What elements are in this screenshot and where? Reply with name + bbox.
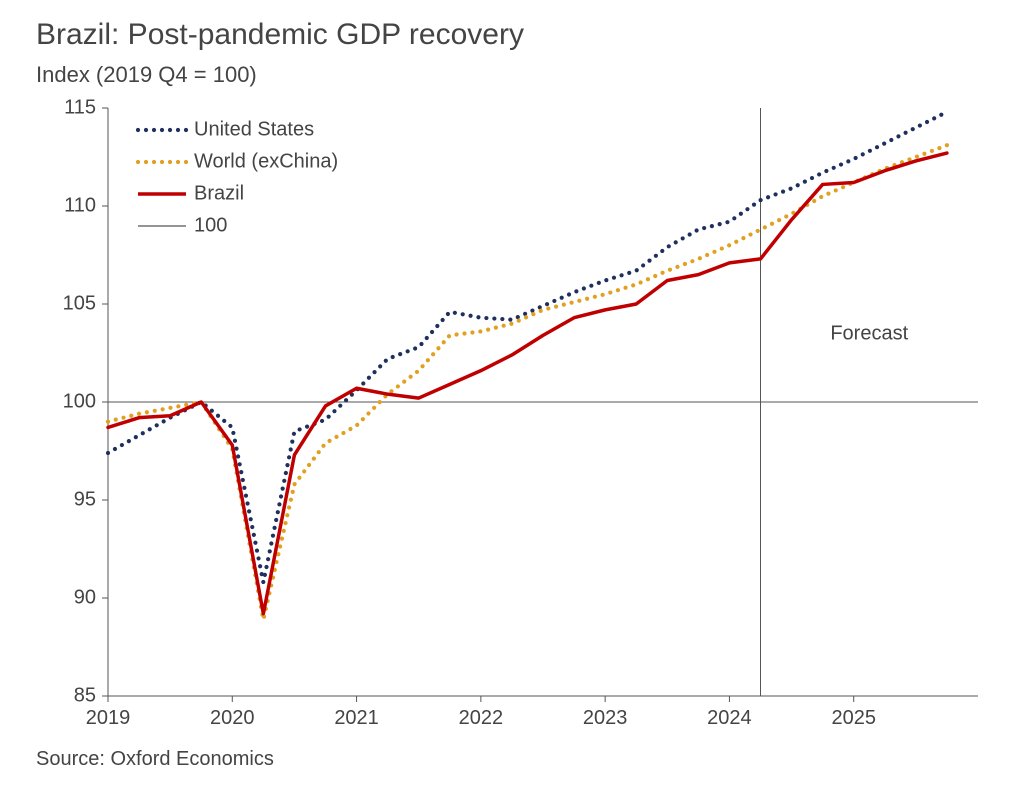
y-tick-label: 115 [64, 96, 96, 118]
y-tick-label: 95 [74, 488, 96, 510]
y-tick-label: 85 [74, 684, 96, 706]
x-tick-label: 2023 [583, 707, 628, 729]
x-tick-label: 2019 [86, 707, 131, 729]
legend-label: 100 [194, 214, 227, 236]
legend-label: World (exChina) [194, 150, 338, 172]
series-brazil [108, 153, 947, 614]
y-tick-label: 100 [63, 390, 96, 412]
y-tick-label: 105 [63, 292, 96, 314]
x-tick-label: 2022 [459, 707, 504, 729]
legend-label: Brazil [194, 182, 244, 204]
chart-svg: 85 90 95 100 105 110 115 2019 2020 2021 2022 2023 20… [0, 0, 1012, 790]
legend-label: United States [194, 118, 314, 140]
legend: United States World (exChina) Brazil 100 [136, 118, 338, 236]
x-tick-label: 2024 [707, 707, 752, 729]
x-tick-label: 2021 [334, 707, 379, 729]
x-tick-label: 2025 [831, 707, 876, 729]
series-world-exchina- [106, 143, 949, 619]
chart-container: Brazil: Post-pandemic GDP recovery Index… [0, 0, 1012, 790]
y-tick-label: 110 [64, 194, 96, 216]
y-tick-label: 90 [74, 586, 96, 608]
forecast-label: Forecast [830, 322, 908, 344]
x-tick-label: 2020 [210, 707, 255, 729]
